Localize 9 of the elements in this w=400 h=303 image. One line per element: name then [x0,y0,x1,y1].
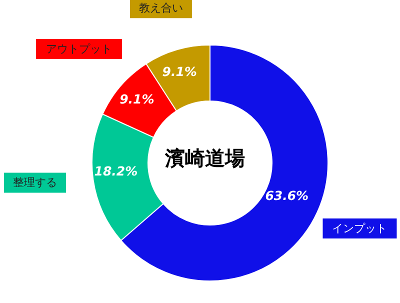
data-label: 9.1% [120,92,154,107]
data-label: 9.1% [162,64,197,80]
data-label: 18.2% [94,163,138,178]
data-label: 63.6% [265,188,309,203]
slice-label: アウトプット [46,42,112,56]
slice-label: 整理する [13,176,58,190]
text: 濱崎道場 [164,146,245,170]
slice-label: 教え合い [138,2,183,15]
slice-label: インプット [332,222,388,235]
